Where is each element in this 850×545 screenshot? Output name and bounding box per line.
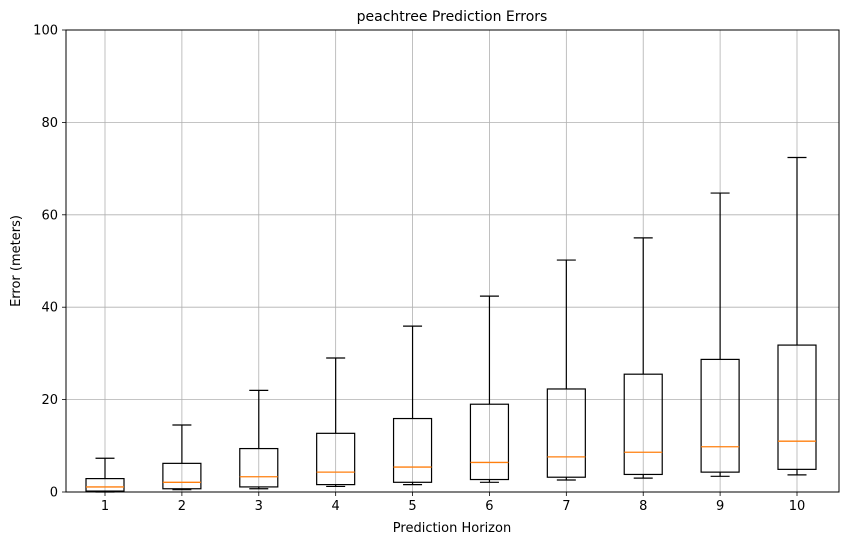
box-group-6	[469, 295, 510, 483]
iqr-box	[239, 447, 279, 488]
y-tick-label: 60	[41, 208, 58, 223]
box-group-8	[623, 237, 663, 479]
axis-ticks: 0 20 40 60 80 100 1 2 3 4 5 6 7 8 9 10	[33, 24, 805, 515]
x-tick-label: 5	[408, 499, 416, 514]
box-group-9	[700, 192, 740, 477]
x-tick-label: 7	[562, 499, 570, 514]
x-tick-label: 6	[485, 499, 493, 514]
x-tick-label: 4	[332, 499, 340, 514]
y-tick-label: 40	[41, 301, 58, 316]
iqr-box	[700, 358, 740, 473]
x-tick-label: 2	[178, 499, 186, 514]
box-series	[85, 156, 817, 493]
iqr-box	[85, 478, 125, 492]
plot-frame	[65, 29, 840, 493]
box-group-10	[777, 156, 817, 476]
box-group-7	[546, 259, 586, 481]
iqr-box	[777, 344, 817, 470]
iqr-box	[392, 417, 433, 483]
x-tick-label: 10	[789, 499, 806, 514]
y-tick-label: 0	[50, 486, 58, 501]
iqr-box	[546, 388, 586, 478]
iqr-box	[162, 462, 202, 490]
box-group-2	[162, 424, 202, 491]
y-tick-label: 20	[41, 393, 58, 408]
box-group-4	[316, 357, 356, 488]
y-axis-label: Error (meters)	[9, 215, 24, 307]
x-tick-label: 3	[255, 499, 263, 514]
iqr-box	[316, 432, 356, 486]
x-tick-label: 9	[716, 499, 724, 514]
iqr-box	[469, 403, 510, 481]
iqr-box	[623, 373, 663, 476]
box-group-5	[392, 325, 433, 486]
y-tick-label: 100	[33, 24, 58, 39]
x-axis-label: Prediction Horizon	[393, 521, 511, 536]
chart-title: peachtree Prediction Errors	[357, 9, 548, 25]
y-tick-label: 80	[41, 116, 58, 131]
box-group-3	[239, 389, 279, 490]
x-tick-label: 1	[101, 499, 109, 514]
x-tick-label: 8	[639, 499, 647, 514]
